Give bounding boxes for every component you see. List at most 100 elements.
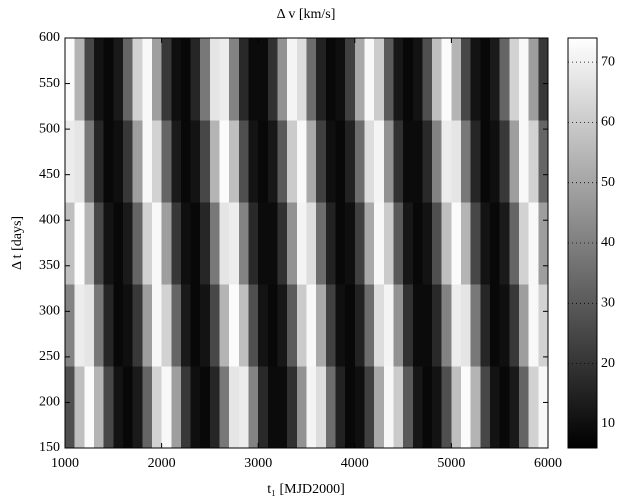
heat-cell — [296, 120, 308, 203]
heat-cell — [441, 284, 452, 367]
heat-cell — [200, 120, 211, 203]
heat-cell — [84, 284, 95, 367]
heat-cell — [509, 38, 520, 121]
heat-cell — [277, 120, 288, 203]
heat-cell — [412, 38, 424, 121]
heat-cell — [190, 284, 201, 367]
heat-cell — [412, 202, 424, 285]
heat-cell — [267, 366, 279, 449]
x-tick-label: 6000 — [534, 456, 562, 471]
heat-cell — [432, 202, 443, 285]
heat-cell — [267, 38, 279, 121]
heat-cell — [277, 38, 288, 121]
y-tick-label: 250 — [39, 349, 60, 364]
heat-cell — [287, 284, 298, 367]
heat-cell — [103, 366, 114, 449]
heat-cell — [354, 120, 366, 203]
heat-cell — [74, 202, 85, 285]
heat-cell — [345, 284, 356, 367]
heat-cell — [209, 38, 221, 121]
heat-cell — [200, 202, 211, 285]
heat-cell — [316, 366, 327, 449]
heat-cell — [316, 202, 327, 285]
heat-cell — [190, 120, 201, 203]
heat-cell — [84, 120, 95, 203]
heat-cell — [306, 38, 317, 121]
heat-cell — [422, 202, 433, 285]
heat-cell — [93, 120, 105, 203]
heat-cell — [354, 38, 366, 121]
heat-cell — [238, 284, 250, 367]
y-tick-label: 200 — [39, 395, 60, 410]
heat-cell — [364, 120, 375, 203]
heat-cell — [190, 202, 201, 285]
heat-cell — [200, 366, 211, 449]
heat-cell — [103, 284, 114, 367]
heat-cell — [132, 284, 143, 367]
heat-cell — [93, 38, 105, 121]
heat-cell — [393, 284, 404, 367]
heat-cell — [441, 202, 452, 285]
heat-cell — [113, 366, 124, 449]
heat-cell — [84, 202, 95, 285]
y-tick-label: 150 — [39, 440, 60, 455]
heat-cell — [306, 284, 317, 367]
heat-cell — [490, 38, 501, 121]
heat-cell — [461, 284, 472, 367]
colorbar-tick-label: 70 — [601, 54, 615, 69]
y-tick-label: 300 — [39, 304, 60, 319]
heat-cell — [161, 366, 172, 449]
heat-cell — [480, 120, 491, 203]
heat-cell — [432, 120, 443, 203]
heat-cell — [509, 120, 520, 203]
heat-cell — [93, 284, 105, 367]
heat-cell — [499, 38, 510, 121]
heat-cell — [113, 284, 124, 367]
heat-cell — [490, 366, 501, 449]
heat-cell — [441, 120, 452, 203]
heat-cell — [219, 202, 230, 285]
heat-cell — [335, 202, 346, 285]
heat-cell — [519, 284, 530, 367]
heat-cell — [84, 366, 95, 449]
heat-cell — [84, 38, 95, 121]
heat-cell — [122, 120, 134, 203]
heat-cell — [171, 120, 182, 203]
heat-cell — [316, 284, 327, 367]
heat-cell — [180, 38, 192, 121]
heat-cell — [403, 120, 414, 203]
colorbar-tick-label: 30 — [601, 296, 615, 311]
heat-cell — [65, 366, 76, 449]
heat-cell — [209, 366, 221, 449]
heat-cell — [267, 202, 279, 285]
heat-cell — [296, 38, 308, 121]
heat-cell — [451, 38, 462, 121]
heat-cell — [519, 120, 530, 203]
heat-cell — [296, 366, 308, 449]
heat-cell — [122, 202, 134, 285]
x-tick-label: 4000 — [341, 456, 369, 471]
plot-frame — [64, 37, 549, 449]
heat-cell — [490, 202, 501, 285]
heat-cell — [412, 284, 424, 367]
heat-cell — [412, 120, 424, 203]
heat-cell — [538, 202, 549, 285]
heat-cell — [325, 120, 337, 203]
heat-cell — [499, 284, 510, 367]
heat-cell — [480, 202, 491, 285]
heat-cell — [461, 38, 472, 121]
heat-cell — [538, 38, 549, 121]
heat-cell — [142, 202, 153, 285]
heat-cell — [132, 120, 143, 203]
heat-cell — [122, 38, 134, 121]
heat-cell — [258, 366, 269, 449]
y-axis-label: Δ t [days] — [10, 216, 25, 270]
heat-cell — [161, 38, 172, 121]
heat-cell — [151, 38, 163, 121]
heat-cell — [219, 38, 230, 121]
heat-cell — [287, 38, 298, 121]
heat-cell — [509, 202, 520, 285]
heat-cell — [229, 38, 240, 121]
heat-cell — [180, 366, 192, 449]
